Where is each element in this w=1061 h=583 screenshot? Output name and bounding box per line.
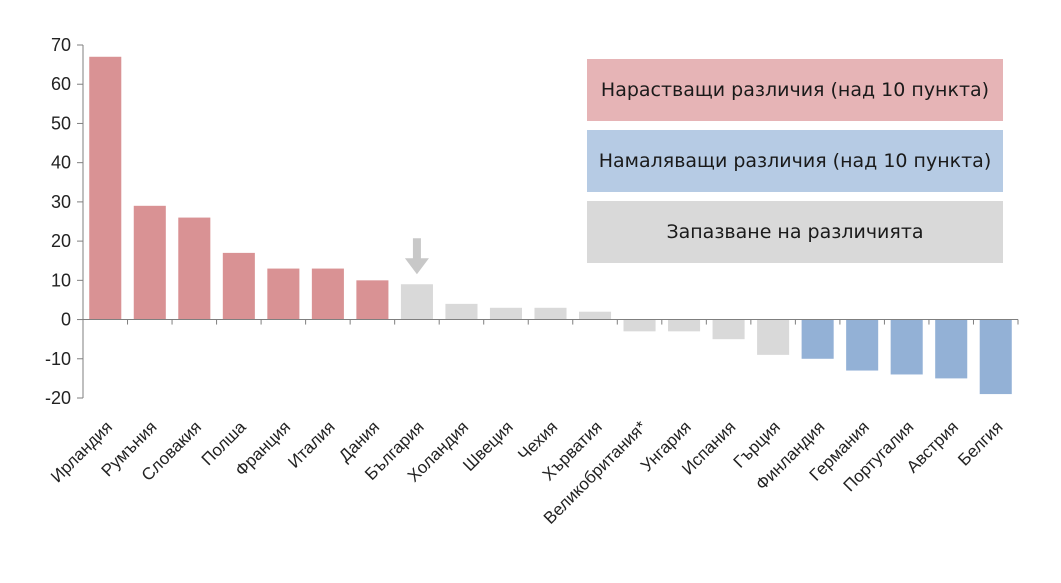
y-tick-label: 60 xyxy=(51,74,71,94)
bar-18 xyxy=(846,319,879,371)
category-labels: ИрландияРумънияСловакияПолшаФранцияИтали… xyxy=(47,417,1006,528)
legend-label-increase: Нарастващи различия (над 10 пункта) xyxy=(600,79,990,101)
legend-label-stable: Запазване на различията xyxy=(666,221,924,243)
bar-12 xyxy=(578,311,612,320)
y-axis: 70 60 50 40 30 20 10 0 -10 -20 xyxy=(45,35,84,408)
bars xyxy=(89,56,1012,395)
bar-1 xyxy=(89,56,122,320)
x-tick-label: Швеция xyxy=(459,417,517,475)
down-arrow-shape xyxy=(404,238,429,275)
legend-item-decrease: Намаляващи различия (над 10 пункта) xyxy=(587,130,1003,192)
x-axis xyxy=(82,319,1019,325)
bar-7 xyxy=(356,280,389,320)
bar-6 xyxy=(311,268,344,320)
legend-label-decrease: Намаляващи различия (над 10 пункта) xyxy=(598,150,992,172)
bar-17 xyxy=(801,319,834,359)
bar-19 xyxy=(890,319,923,375)
y-tick-label: 20 xyxy=(51,231,71,251)
bar-9 xyxy=(445,303,478,320)
down-arrow-icon xyxy=(404,238,429,275)
bar-14 xyxy=(668,319,701,332)
legend-item-stable: Запазване на различията xyxy=(587,201,1003,263)
bar-4 xyxy=(222,252,255,320)
bar-5 xyxy=(267,268,300,320)
bar-13 xyxy=(623,319,656,332)
y-tick-label: 10 xyxy=(51,270,71,290)
bar-16 xyxy=(757,319,790,355)
x-tick-label: Италия xyxy=(284,417,338,471)
y-tick-label: 30 xyxy=(51,192,71,212)
bar-21 xyxy=(979,319,1012,395)
y-tick-label: 40 xyxy=(51,153,71,173)
y-tick-label: 50 xyxy=(51,113,71,133)
bar-15 xyxy=(712,319,745,340)
bar-10 xyxy=(489,307,523,320)
bar-20 xyxy=(935,319,968,379)
x-tick-label: Белгия xyxy=(954,417,1006,469)
y-tick-label: -10 xyxy=(45,349,71,369)
y-tick-label: -20 xyxy=(45,388,71,408)
legend-item-increase: Нарастващи различия (над 10 пункта) xyxy=(587,59,1003,121)
bar-3 xyxy=(178,217,211,320)
bar-8 xyxy=(400,284,433,320)
bar-2 xyxy=(133,205,166,320)
y-tick-label: 70 xyxy=(51,35,71,55)
bar-11 xyxy=(534,307,567,320)
y-tick-label: 0 xyxy=(61,310,71,330)
